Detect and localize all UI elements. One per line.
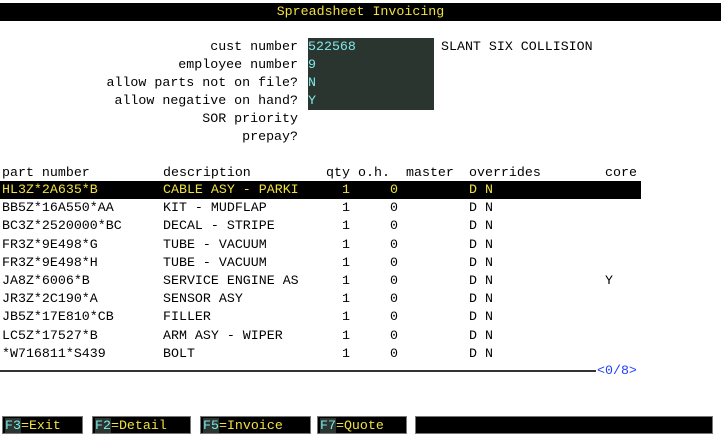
- field-label: cust number: [210, 39, 298, 54]
- cell-ovr: D N: [469, 182, 493, 197]
- cell-desc: BOLT: [163, 345, 195, 361]
- fkey-key: F7: [320, 418, 336, 433]
- customer-name: SLANT SIX COLLISION: [441, 39, 593, 54]
- field-label: allow parts not on file?: [106, 75, 298, 90]
- field-label: SOR priority: [202, 111, 298, 126]
- table-row[interactable]: JR3Z*2C190*A SENSOR ASY 1 0 D N: [0, 290, 641, 308]
- col-overrides: overrides: [469, 165, 541, 180]
- cell-qty: 1: [342, 200, 350, 216]
- fkey-label: =Invoice: [218, 418, 283, 433]
- table-row[interactable]: BB5Z*16A550*AA KIT - MUDFLAP 1 0 D N: [0, 199, 641, 217]
- cell-qty: 1: [342, 254, 350, 270]
- field-label: prepay?: [242, 129, 298, 144]
- fkey-label: =Quote: [335, 418, 384, 433]
- table-row[interactable]: LC5Z*17527*B ARM ASY - WIPER 1 0 D N: [0, 327, 641, 345]
- input-area[interactable]: [308, 38, 434, 110]
- fkey-key: F3: [5, 418, 21, 433]
- cell-qty: 1: [342, 291, 350, 307]
- cell-ovr: D N: [469, 327, 493, 343]
- cell-qty: 1: [342, 182, 350, 197]
- fkey-f5-button[interactable]: F5=Invoice: [200, 416, 311, 434]
- cell-oh: 0: [390, 309, 398, 325]
- cell-desc: KIT - MUDFLAP: [163, 200, 267, 216]
- cell-part: *W716811*S439: [2, 345, 106, 361]
- cell-oh: 0: [390, 254, 398, 270]
- cell-ovr: D N: [469, 309, 493, 325]
- cell-oh: 0: [390, 327, 398, 343]
- fkey-f3-button[interactable]: F3=Exit: [2, 416, 83, 434]
- status-box: [415, 416, 713, 434]
- cell-desc: CABLE ASY - PARKI: [163, 182, 299, 197]
- cell-ovr: D N: [469, 236, 493, 252]
- col-part-number: part number: [2, 165, 90, 180]
- cell-part: LC5Z*17527*B: [2, 327, 98, 343]
- table-row[interactable]: *W716811*S439 BOLT 1 0 D N: [0, 345, 641, 363]
- field-value[interactable]: Y: [308, 93, 316, 108]
- page-indicator: <0/8>: [597, 363, 637, 378]
- cell-qty: 1: [342, 345, 350, 361]
- col-qty: qty: [326, 165, 350, 180]
- cell-desc: DECAL - STRIPE: [163, 218, 275, 234]
- cell-part: BB5Z*16A550*AA: [2, 200, 114, 216]
- cell-oh: 0: [390, 218, 398, 234]
- cell-desc: SENSOR ASY: [163, 291, 243, 307]
- cell-oh: 0: [390, 236, 398, 252]
- field-value[interactable]: N: [308, 75, 316, 90]
- cell-ovr: D N: [469, 200, 493, 216]
- cell-ovr: D N: [469, 291, 493, 307]
- cell-qty: 1: [342, 309, 350, 325]
- cell-qty: 1: [342, 236, 350, 252]
- cell-oh: 0: [390, 182, 398, 197]
- col-description: description: [163, 165, 251, 180]
- cell-ovr: D N: [469, 345, 493, 361]
- col-master: master: [406, 165, 454, 180]
- table-row[interactable]: FR3Z*9E498*H TUBE - VACUUM 1 0 D N: [0, 254, 641, 272]
- cell-qty: 1: [342, 273, 350, 288]
- fkey-key: F2: [95, 418, 111, 433]
- cell-oh: 0: [390, 200, 398, 216]
- cell-part: JA8Z*6006*B: [2, 273, 90, 288]
- cell-qty: 1: [342, 218, 350, 234]
- cell-ovr: D N: [469, 254, 493, 270]
- col-core: core: [605, 165, 637, 180]
- cell-ovr: D N: [469, 273, 493, 288]
- cell-part: FR3Z*9E498*G: [2, 236, 98, 252]
- table-row[interactable]: JA8Z*6006*B SERVICE ENGINE AS 1 0 D N Y: [0, 272, 641, 290]
- cell-qty: 1: [342, 327, 350, 343]
- cell-desc: FILLER: [163, 309, 211, 325]
- table-row[interactable]: FR3Z*9E498*G TUBE - VACUUM 1 0 D N: [0, 236, 641, 254]
- cell-part: JB5Z*17E810*CB: [2, 309, 114, 325]
- field-value[interactable]: 522568: [308, 39, 356, 54]
- fkey-label: =Detail: [110, 418, 167, 433]
- cell-oh: 0: [390, 273, 398, 288]
- cell-part: HL3Z*2A635*B: [2, 182, 98, 197]
- cell-oh: 0: [390, 345, 398, 361]
- cell-desc: SERVICE ENGINE AS: [163, 273, 299, 288]
- fkey-label: =Exit: [20, 418, 61, 433]
- col-oh: o.h.: [358, 165, 390, 180]
- table-row[interactable]: HL3Z*2A635*B CABLE ASY - PARKI 1 0 D N: [0, 181, 641, 199]
- field-label: allow negative on hand?: [114, 93, 298, 108]
- cell-oh: 0: [390, 291, 398, 307]
- cell-part: BC3Z*2520000*BC: [2, 218, 122, 234]
- cell-desc: ARM ASY - WIPER: [163, 327, 283, 343]
- cell-part: JR3Z*2C190*A: [2, 291, 98, 307]
- fkey-key: F5: [203, 418, 219, 433]
- field-label: employee number: [178, 57, 298, 72]
- table-row[interactable]: BC3Z*2520000*BC DECAL - STRIPE 1 0 D N: [0, 217, 641, 235]
- cell-core: Y: [605, 273, 613, 288]
- table-row[interactable]: JB5Z*17E810*CB FILLER 1 0 D N: [0, 308, 641, 326]
- cell-desc: TUBE - VACUUM: [163, 254, 267, 270]
- cell-desc: TUBE - VACUUM: [163, 236, 267, 252]
- window-title: Spreadsheet Invoicing: [0, 3, 721, 21]
- field-value[interactable]: 9: [308, 57, 316, 72]
- fkey-f7-button[interactable]: F7=Quote: [317, 416, 407, 434]
- fkey-f2-button[interactable]: F2=Detail: [92, 416, 191, 434]
- table-divider: [0, 370, 596, 372]
- cell-part: FR3Z*9E498*H: [2, 254, 98, 270]
- cell-ovr: D N: [469, 218, 493, 234]
